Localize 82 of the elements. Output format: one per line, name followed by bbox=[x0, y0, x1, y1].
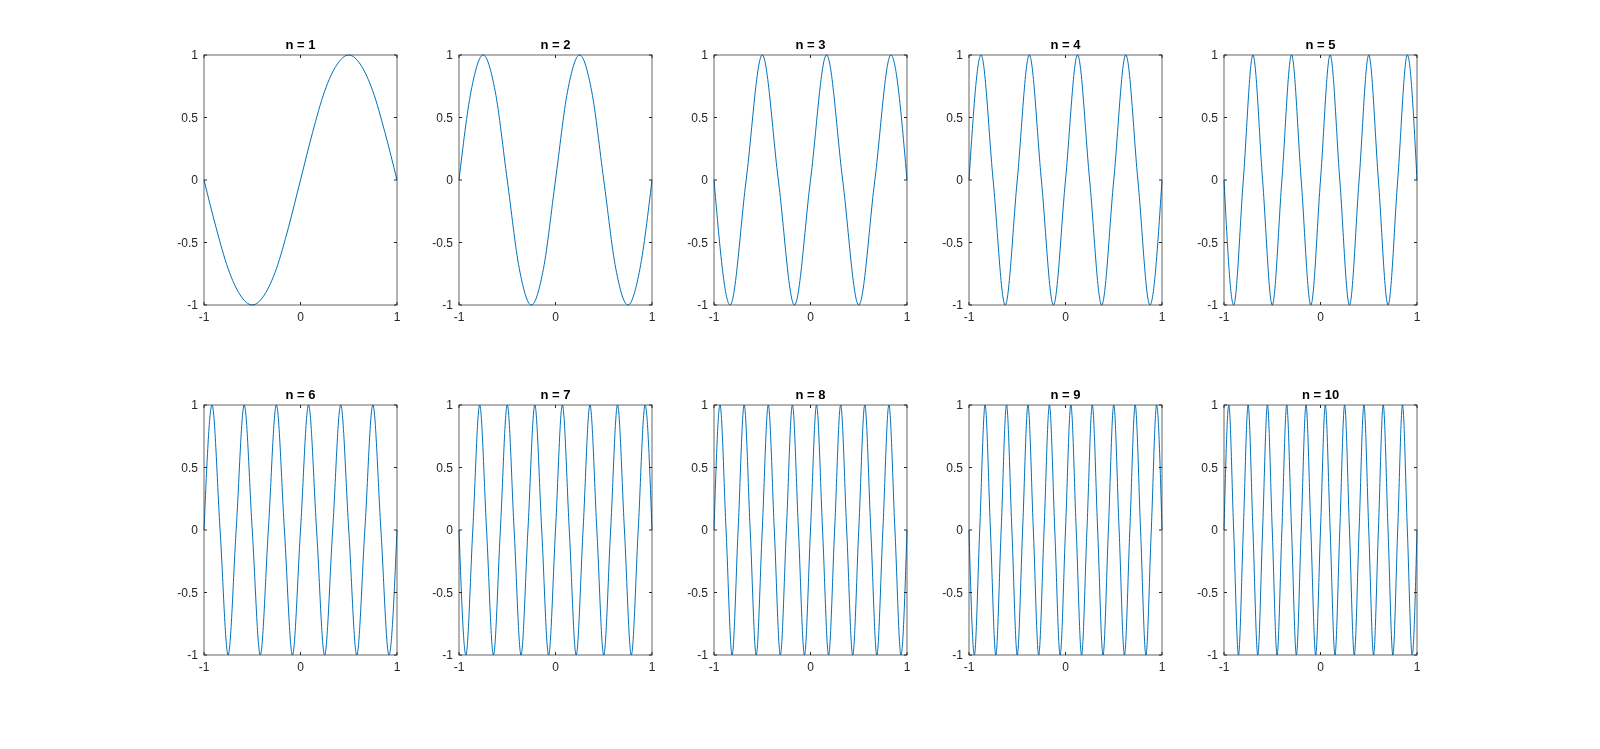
chart-title: n = 1 bbox=[285, 37, 316, 52]
y-tick-label: -1 bbox=[1207, 298, 1219, 312]
y-tick-label: 0 bbox=[1211, 173, 1219, 187]
y-tick-label: 0.5 bbox=[691, 460, 709, 475]
y-tick-label: -1 bbox=[442, 648, 454, 662]
x-tick-label: 1 bbox=[393, 310, 401, 324]
y-tick-label: 0.5 bbox=[691, 110, 709, 125]
y-tick-label: 0.5 bbox=[946, 110, 964, 125]
y-tick-label: 1 bbox=[956, 48, 964, 62]
line-series bbox=[458, 54, 653, 306]
y-tick-label: 0.5 bbox=[946, 460, 964, 475]
y-tick-label: -0.5 bbox=[942, 585, 964, 600]
y-tick-label: 0 bbox=[191, 173, 199, 187]
x-tick-label: 1 bbox=[1158, 660, 1166, 674]
x-tick-label: 1 bbox=[1413, 660, 1421, 674]
chart-title: n = 8 bbox=[795, 387, 826, 402]
y-tick-label: -1 bbox=[187, 648, 199, 662]
y-tick-label: -0.5 bbox=[432, 585, 454, 600]
y-tick-label: -0.5 bbox=[177, 585, 199, 600]
chart-title: n = 3 bbox=[795, 37, 826, 52]
x-tick-label: 1 bbox=[393, 660, 401, 674]
x-tick-label: 1 bbox=[648, 310, 656, 324]
y-tick-label: -1 bbox=[952, 648, 964, 662]
y-tick-label: -0.5 bbox=[687, 235, 709, 250]
y-tick-label: 0.5 bbox=[181, 110, 199, 125]
y-tick-label: 1 bbox=[191, 398, 199, 412]
y-tick-label: 0.5 bbox=[181, 460, 199, 475]
y-tick-label: 0 bbox=[446, 173, 454, 187]
y-tick-label: 1 bbox=[701, 48, 709, 62]
y-tick-label: 1 bbox=[1211, 398, 1219, 412]
y-tick-label: 0 bbox=[701, 173, 709, 187]
y-tick-label: 1 bbox=[956, 398, 964, 412]
y-tick-label: -1 bbox=[697, 298, 709, 312]
line-series bbox=[203, 54, 398, 306]
y-tick-label: -1 bbox=[187, 298, 199, 312]
y-tick-label: 0 bbox=[191, 523, 199, 537]
y-tick-label: 0 bbox=[1211, 523, 1219, 537]
y-tick-label: -1 bbox=[697, 648, 709, 662]
chart-title: n = 9 bbox=[1050, 387, 1081, 402]
y-tick-label: 1 bbox=[446, 48, 454, 62]
x-tick-label: 0 bbox=[1317, 660, 1325, 674]
y-tick-label: -0.5 bbox=[687, 585, 709, 600]
x-tick-label: 0 bbox=[1317, 310, 1325, 324]
chart-title: n = 6 bbox=[285, 387, 316, 402]
y-tick-label: -0.5 bbox=[1197, 585, 1219, 600]
x-tick-label: 0 bbox=[297, 310, 305, 324]
y-tick-label: -0.5 bbox=[177, 235, 199, 250]
x-tick-label: 1 bbox=[648, 660, 656, 674]
chart-title: n = 4 bbox=[1050, 37, 1082, 52]
x-tick-label: 0 bbox=[1062, 660, 1070, 674]
y-tick-label: 0 bbox=[446, 523, 454, 537]
chart-title: n = 10 bbox=[1301, 387, 1340, 402]
y-tick-label: -1 bbox=[442, 298, 454, 312]
x-tick-label: 1 bbox=[903, 310, 911, 324]
y-tick-label: 0.5 bbox=[1201, 110, 1219, 125]
y-tick-label: 0.5 bbox=[436, 110, 454, 125]
x-tick-label: 1 bbox=[1158, 310, 1166, 324]
x-tick-label: 0 bbox=[1062, 310, 1070, 324]
y-tick-label: 0 bbox=[701, 523, 709, 537]
chart-title: n = 2 bbox=[540, 37, 571, 52]
x-tick-label: 0 bbox=[807, 660, 815, 674]
y-tick-label: -0.5 bbox=[942, 235, 964, 250]
y-tick-label: 1 bbox=[191, 48, 199, 62]
x-tick-label: 1 bbox=[1413, 310, 1421, 324]
y-tick-label: -0.5 bbox=[432, 235, 454, 250]
y-tick-label: 1 bbox=[1211, 48, 1219, 62]
y-tick-label: 0 bbox=[956, 523, 964, 537]
x-tick-label: 1 bbox=[903, 660, 911, 674]
x-tick-label: 0 bbox=[297, 660, 305, 674]
y-tick-label: 0 bbox=[956, 173, 964, 187]
chart-title: n = 5 bbox=[1305, 37, 1336, 52]
y-tick-label: 0.5 bbox=[1201, 460, 1219, 475]
x-tick-label: 0 bbox=[552, 310, 560, 324]
y-tick-label: -1 bbox=[1207, 648, 1219, 662]
y-tick-label: -1 bbox=[952, 298, 964, 312]
chart-title: n = 7 bbox=[540, 387, 571, 402]
y-tick-label: 1 bbox=[446, 398, 454, 412]
x-tick-label: 0 bbox=[552, 660, 560, 674]
y-tick-label: 0.5 bbox=[436, 460, 454, 475]
y-tick-label: -0.5 bbox=[1197, 235, 1219, 250]
x-tick-label: 0 bbox=[807, 310, 815, 324]
y-tick-label: 1 bbox=[701, 398, 709, 412]
